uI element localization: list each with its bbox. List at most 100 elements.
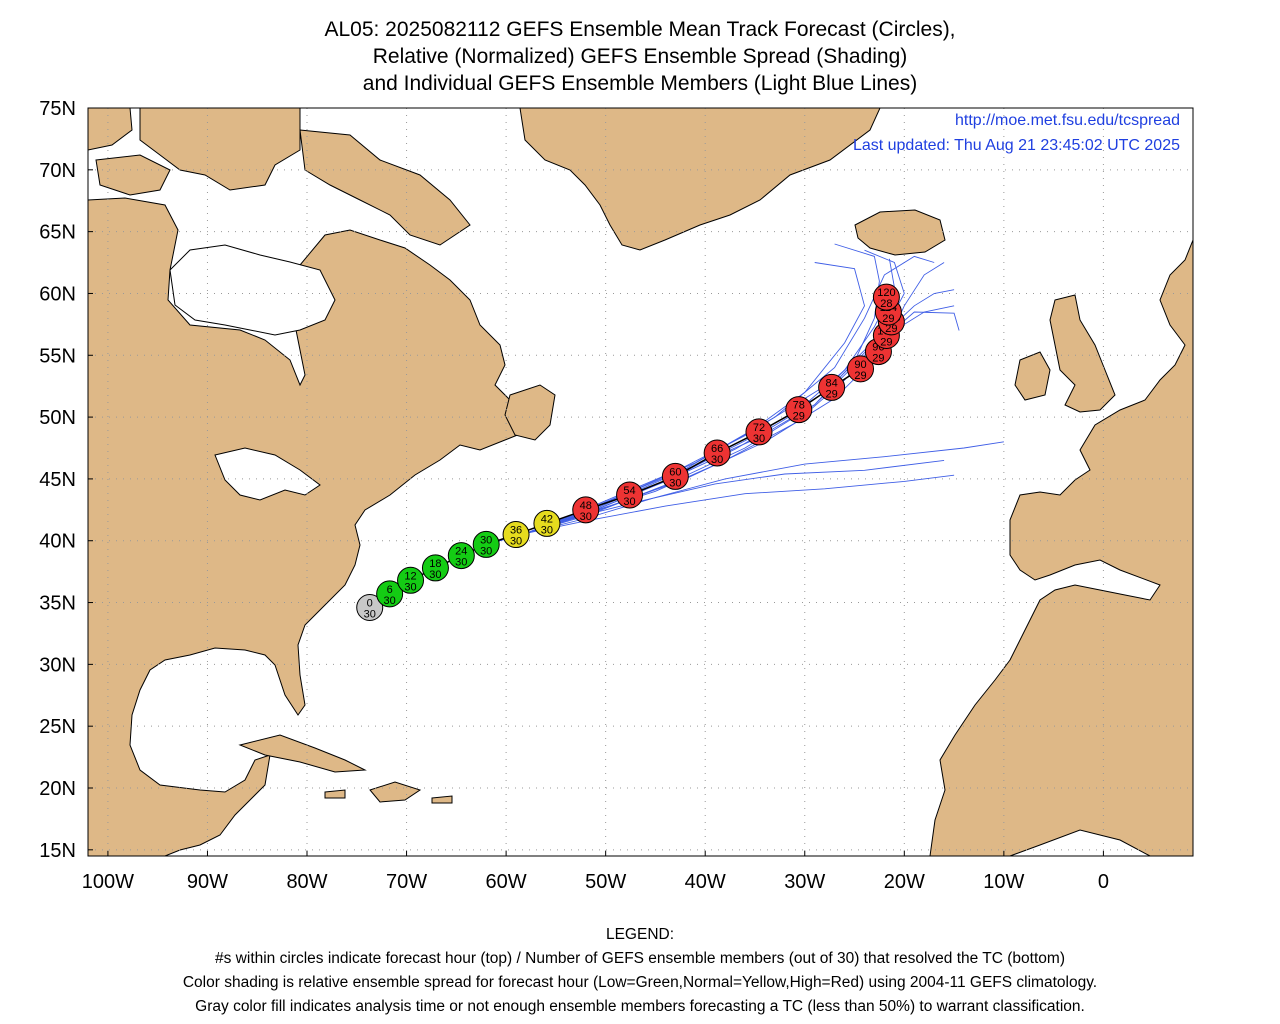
- forecast-hour-label: 12: [404, 570, 416, 582]
- track-point-circle: [703, 439, 731, 467]
- latitude-axis: 15N 20N 25N 30N 35N 40N 45N 50N 55N 60N 65N 70N 75N: [39, 98, 93, 862]
- lat-tick-label: 25N: [39, 716, 76, 738]
- member-count-label: 30: [711, 454, 723, 466]
- forecast-hour-label: 36: [510, 525, 522, 537]
- lat-tick-label: 20N: [39, 778, 76, 800]
- forecast-hour-label: 60: [669, 466, 681, 478]
- track-point-circle: [376, 580, 404, 608]
- member-count-label: 30: [480, 545, 492, 557]
- water-hudson-bay: [169, 244, 336, 336]
- track-point-circle: [872, 283, 900, 311]
- land-puerto-rico: [431, 795, 453, 804]
- member-count-label: 30: [580, 511, 592, 523]
- land-north-america: [88, 197, 551, 856]
- track-point-circle: [533, 509, 561, 537]
- track-point-circle: [818, 373, 846, 401]
- member-count-label: 30: [669, 477, 681, 489]
- lat-tick-label: 40N: [39, 531, 76, 553]
- land-greenland: [519, 108, 881, 251]
- member-count-label: 29: [885, 323, 897, 335]
- legend-line-1: #s within circles indicate forecast hour…: [215, 950, 1065, 967]
- lat-tick-label: 45N: [39, 469, 76, 491]
- lat-tick-label: 15N: [39, 840, 76, 862]
- legend-heading: LEGEND:: [605, 926, 675, 943]
- legend-line-2: Color shading is relative ensemble sprea…: [182, 974, 1098, 991]
- track-point-circle: [447, 542, 475, 570]
- land-europe-africa: [929, 239, 1193, 856]
- legend: LEGEND: #s within circles indicate forec…: [0, 923, 1280, 1019]
- title-line-1: AL05: 2025082112 GEFS Ensemble Mean Trac…: [324, 18, 956, 41]
- lon-tick-label: 40W: [685, 871, 726, 893]
- member-count-label: 30: [455, 557, 467, 569]
- land-arctic-island-north: [88, 108, 133, 151]
- track-point-circle: [572, 496, 600, 524]
- water-great-lakes: [214, 447, 321, 501]
- member-count-label: 29: [826, 388, 838, 400]
- map-frame: [87, 107, 1194, 857]
- legend-line-3: Gray color fill indicates analysis time …: [195, 998, 1085, 1015]
- land-layer: [88, 108, 1193, 856]
- lon-tick-label: 60W: [486, 871, 527, 893]
- credit-updated: Last updated: Thu Aug 21 23:45:02 UTC 20…: [853, 137, 1180, 154]
- track-point-circle: [472, 530, 500, 558]
- forecast-hour-label: 30: [480, 534, 492, 546]
- track-point-circle: [661, 462, 689, 490]
- land-cuba: [238, 734, 367, 773]
- lon-tick-label: 80W: [286, 871, 327, 893]
- lat-tick-label: 60N: [39, 283, 76, 305]
- land-great-britain: [1049, 294, 1116, 413]
- track-point: 030: [356, 593, 384, 621]
- member-count-label: 29: [793, 411, 805, 423]
- title-line-3: and Individual GEFS Ensemble Members (Li…: [362, 72, 918, 95]
- forecast-hour-label: 78: [793, 400, 805, 412]
- forecast-hour-label: 66: [711, 443, 723, 455]
- ensemble-mean-track: 0306301230183024303030363042304830543060…: [356, 283, 905, 621]
- forecast-hour-label: 42: [541, 513, 553, 525]
- track-point-circle: [502, 521, 530, 549]
- credit-url[interactable]: http://moe.met.fsu.edu/tcspread: [955, 112, 1180, 129]
- track-point-circle: [421, 554, 449, 582]
- member-count-label: 30: [404, 581, 416, 593]
- forecast-hour-label: 84: [826, 377, 838, 389]
- land-newfoundland: [504, 384, 556, 441]
- forecast-hour-label: 120: [877, 287, 895, 299]
- track-point-circle: [785, 396, 813, 424]
- lat-tick-label: 30N: [39, 654, 76, 676]
- track-point-circle: [847, 355, 875, 383]
- member-count-label: 29: [854, 370, 866, 382]
- member-count-label: 30: [429, 569, 441, 581]
- forecast-hour-label: 48: [580, 500, 592, 512]
- track-point-circle: [745, 418, 773, 446]
- forecast-hour-label: 0: [367, 597, 373, 609]
- lon-tick-label: 100W: [82, 871, 134, 893]
- forecast-hour-label: 90: [854, 359, 866, 371]
- lon-tick-label: 10W: [983, 871, 1024, 893]
- forecast-hour-label: 24: [455, 546, 467, 558]
- track-point: 630: [376, 580, 404, 608]
- land-ireland: [1014, 351, 1051, 401]
- land-arctic-island-east: [299, 129, 471, 246]
- member-count-label: 29: [880, 336, 892, 348]
- lat-tick-label: 55N: [39, 345, 76, 367]
- lon-tick-label: 30W: [784, 871, 825, 893]
- title-line-2: Relative (Normalized) GEFS Ensemble Spre…: [372, 45, 908, 68]
- member-count-label: 30: [623, 496, 635, 508]
- forecast-hour-label: 18: [429, 558, 441, 570]
- lat-tick-label: 50N: [39, 407, 76, 429]
- land-hispaniola: [369, 781, 422, 803]
- lon-tick-label: 50W: [585, 871, 626, 893]
- lon-tick-label: 70W: [386, 871, 427, 893]
- lon-tick-label: 20W: [884, 871, 925, 893]
